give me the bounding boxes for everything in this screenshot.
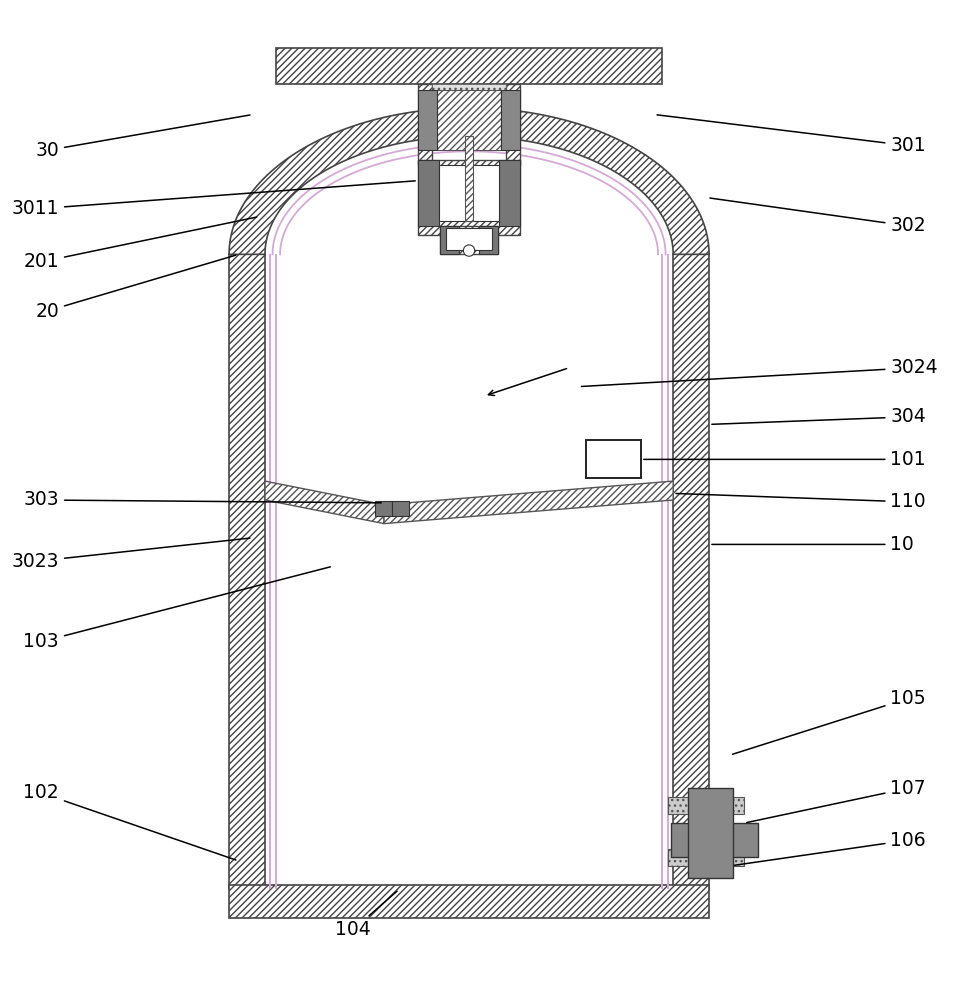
- Text: 105: 105: [733, 689, 926, 754]
- Bar: [276, 48, 662, 84]
- Bar: [446, 228, 491, 250]
- Bar: [499, 160, 520, 226]
- Bar: [418, 160, 439, 226]
- Text: 102: 102: [23, 783, 236, 860]
- Bar: [501, 90, 520, 150]
- Bar: [229, 254, 265, 889]
- Text: 101: 101: [644, 450, 926, 469]
- Bar: [673, 254, 709, 889]
- Text: 302: 302: [710, 198, 926, 235]
- Bar: [440, 226, 459, 254]
- Polygon shape: [265, 481, 384, 524]
- Bar: [418, 84, 432, 165]
- Text: 301: 301: [657, 115, 926, 155]
- Bar: [437, 90, 501, 150]
- Text: 3023: 3023: [11, 538, 250, 571]
- Bar: [586, 440, 641, 478]
- Bar: [669, 849, 744, 866]
- Text: 104: 104: [335, 891, 397, 939]
- Text: 110: 110: [676, 492, 926, 511]
- Text: 3011: 3011: [11, 181, 415, 218]
- Text: 107: 107: [746, 779, 926, 823]
- Text: 103: 103: [23, 567, 331, 651]
- Text: 303: 303: [23, 490, 381, 509]
- Text: 20: 20: [35, 255, 236, 321]
- Bar: [479, 226, 498, 254]
- Text: 106: 106: [735, 831, 926, 865]
- Bar: [440, 226, 498, 254]
- Bar: [439, 165, 499, 221]
- Polygon shape: [229, 108, 709, 254]
- Bar: [229, 885, 709, 918]
- Bar: [466, 136, 473, 221]
- Bar: [506, 84, 520, 165]
- Text: 201: 201: [23, 217, 257, 271]
- Text: 3024: 3024: [582, 358, 938, 386]
- Text: 10: 10: [712, 535, 914, 554]
- Circle shape: [464, 245, 475, 256]
- Polygon shape: [384, 481, 673, 524]
- Bar: [432, 84, 506, 146]
- Bar: [376, 501, 392, 516]
- Bar: [688, 788, 733, 878]
- Text: 30: 30: [35, 115, 250, 160]
- Bar: [669, 797, 744, 814]
- Bar: [418, 160, 520, 235]
- Bar: [392, 501, 409, 516]
- Text: 304: 304: [712, 407, 926, 426]
- Bar: [672, 823, 758, 857]
- Bar: [418, 90, 437, 150]
